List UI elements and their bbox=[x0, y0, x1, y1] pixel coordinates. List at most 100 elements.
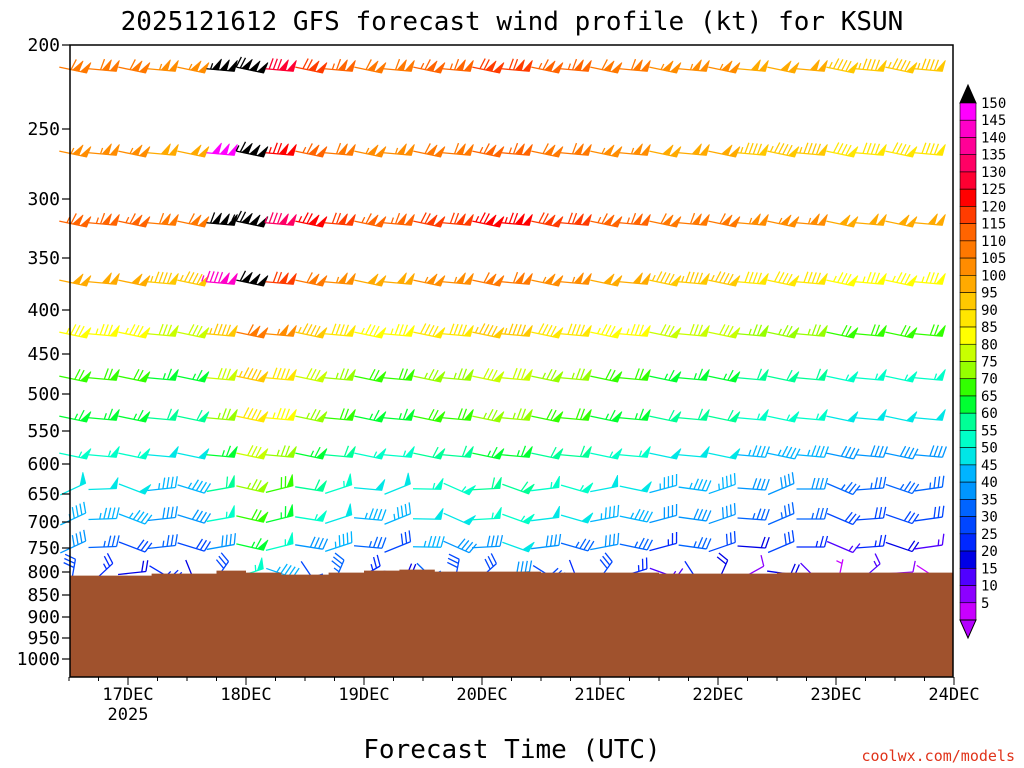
barb-shaft bbox=[914, 486, 943, 492]
barb-flag bbox=[550, 325, 557, 337]
barb-shaft bbox=[885, 513, 913, 525]
x-tick-label: 22DEC bbox=[692, 685, 743, 705]
barb-flag bbox=[634, 508, 641, 520]
barb-pennant bbox=[197, 411, 210, 423]
barb-shaft bbox=[826, 512, 854, 526]
barb-flag bbox=[170, 476, 174, 489]
barb-flag bbox=[192, 272, 199, 284]
barb-half-flag bbox=[453, 276, 458, 284]
barb-flag bbox=[583, 539, 591, 551]
colorbar-label: 125 bbox=[981, 182, 1006, 198]
barb-pennant bbox=[699, 214, 710, 226]
wind-barb bbox=[796, 59, 828, 72]
barb-flag bbox=[807, 142, 813, 155]
barb-flag bbox=[571, 212, 578, 225]
wind-barb bbox=[649, 503, 678, 524]
colorbar-swatch bbox=[959, 361, 977, 380]
barb-flag bbox=[71, 535, 75, 547]
barb-flag bbox=[369, 368, 376, 380]
barb-flag bbox=[571, 58, 578, 71]
barb-pennant bbox=[256, 511, 269, 523]
barb-pennant bbox=[758, 144, 769, 156]
barb-half-flag bbox=[393, 513, 396, 521]
barb-shaft bbox=[678, 544, 707, 550]
colorbar-swatch bbox=[959, 499, 977, 517]
wind-barb bbox=[501, 367, 533, 381]
barb-flag bbox=[213, 271, 219, 283]
barb-flag bbox=[815, 507, 820, 520]
barb-flag bbox=[841, 272, 848, 284]
wind-barb bbox=[201, 270, 238, 285]
wind-barb bbox=[177, 509, 212, 524]
barb-flag bbox=[815, 324, 822, 336]
barb-pennant bbox=[189, 214, 202, 226]
barb-flag bbox=[549, 534, 553, 547]
barb-flag bbox=[605, 368, 612, 380]
barb-flag bbox=[372, 556, 378, 569]
barb-half-flag bbox=[95, 328, 99, 335]
barb-half-flag bbox=[398, 413, 402, 420]
barb-half-flag bbox=[306, 412, 310, 419]
colorbar-swatch bbox=[959, 257, 977, 276]
colorbar-legend: 1501451401351301251201151101051009590858… bbox=[959, 83, 1006, 640]
barb-flag bbox=[689, 271, 695, 284]
wind-barb bbox=[737, 478, 770, 491]
barb-half-flag bbox=[601, 147, 606, 154]
barb-flag bbox=[781, 445, 789, 457]
wind-barb bbox=[649, 409, 682, 423]
barb-flag bbox=[132, 509, 141, 520]
y-tick-label: 400 bbox=[27, 300, 60, 321]
barb-pennant bbox=[286, 474, 294, 488]
colorbar-swatch bbox=[959, 343, 977, 362]
barb-pennant bbox=[197, 327, 210, 339]
barb-shaft bbox=[177, 484, 205, 494]
barb-flag bbox=[284, 445, 291, 457]
barb-pennant bbox=[101, 143, 112, 155]
wind-barb bbox=[236, 367, 269, 383]
colorbar-label: 85 bbox=[981, 320, 998, 336]
wind-barb bbox=[619, 323, 651, 337]
barb-pennant bbox=[787, 62, 800, 74]
barb-flag bbox=[744, 271, 750, 283]
barb-flag bbox=[107, 507, 112, 519]
barb-pennant bbox=[211, 212, 222, 225]
barb-pennant bbox=[79, 146, 92, 158]
barb-pennant bbox=[286, 325, 297, 337]
barb-pennant bbox=[101, 272, 112, 284]
barb-flag bbox=[891, 58, 899, 69]
barb-half-flag bbox=[651, 274, 656, 282]
barb-flag bbox=[247, 324, 254, 335]
barb-flag bbox=[284, 408, 291, 420]
barb-pennant bbox=[79, 327, 92, 339]
y-tick-label: 250 bbox=[27, 119, 60, 140]
barb-half-flag bbox=[99, 512, 102, 520]
barb-pennant bbox=[433, 448, 446, 460]
barb-half-flag bbox=[474, 326, 479, 334]
barb-flag bbox=[811, 272, 817, 284]
barb-flag bbox=[447, 557, 459, 564]
barb-pennant bbox=[197, 371, 210, 383]
barb-flag bbox=[220, 552, 230, 562]
barb-flag bbox=[239, 211, 247, 223]
barb-flag bbox=[899, 445, 907, 457]
wind-barb bbox=[649, 448, 682, 460]
barb-flag bbox=[137, 409, 144, 421]
barb-flag bbox=[546, 324, 553, 336]
barb-half-flag bbox=[461, 486, 467, 492]
barb-shaft bbox=[60, 540, 86, 554]
barb-pennant bbox=[168, 325, 179, 337]
wind-barb bbox=[914, 409, 946, 421]
barb-flag bbox=[331, 323, 337, 335]
wind-barb bbox=[767, 324, 800, 339]
wind-barb bbox=[413, 143, 446, 158]
barb-flag bbox=[870, 59, 876, 71]
wind-barb bbox=[737, 271, 769, 285]
barb-shaft bbox=[767, 482, 795, 496]
barb-pennant bbox=[669, 327, 682, 339]
barb-flag bbox=[756, 272, 763, 284]
colorbar-swatch bbox=[959, 154, 977, 173]
y-tick-label: 850 bbox=[27, 585, 60, 606]
wind-barb bbox=[265, 271, 297, 285]
barb-half-flag bbox=[449, 63, 453, 70]
barb-pennant bbox=[876, 325, 887, 337]
